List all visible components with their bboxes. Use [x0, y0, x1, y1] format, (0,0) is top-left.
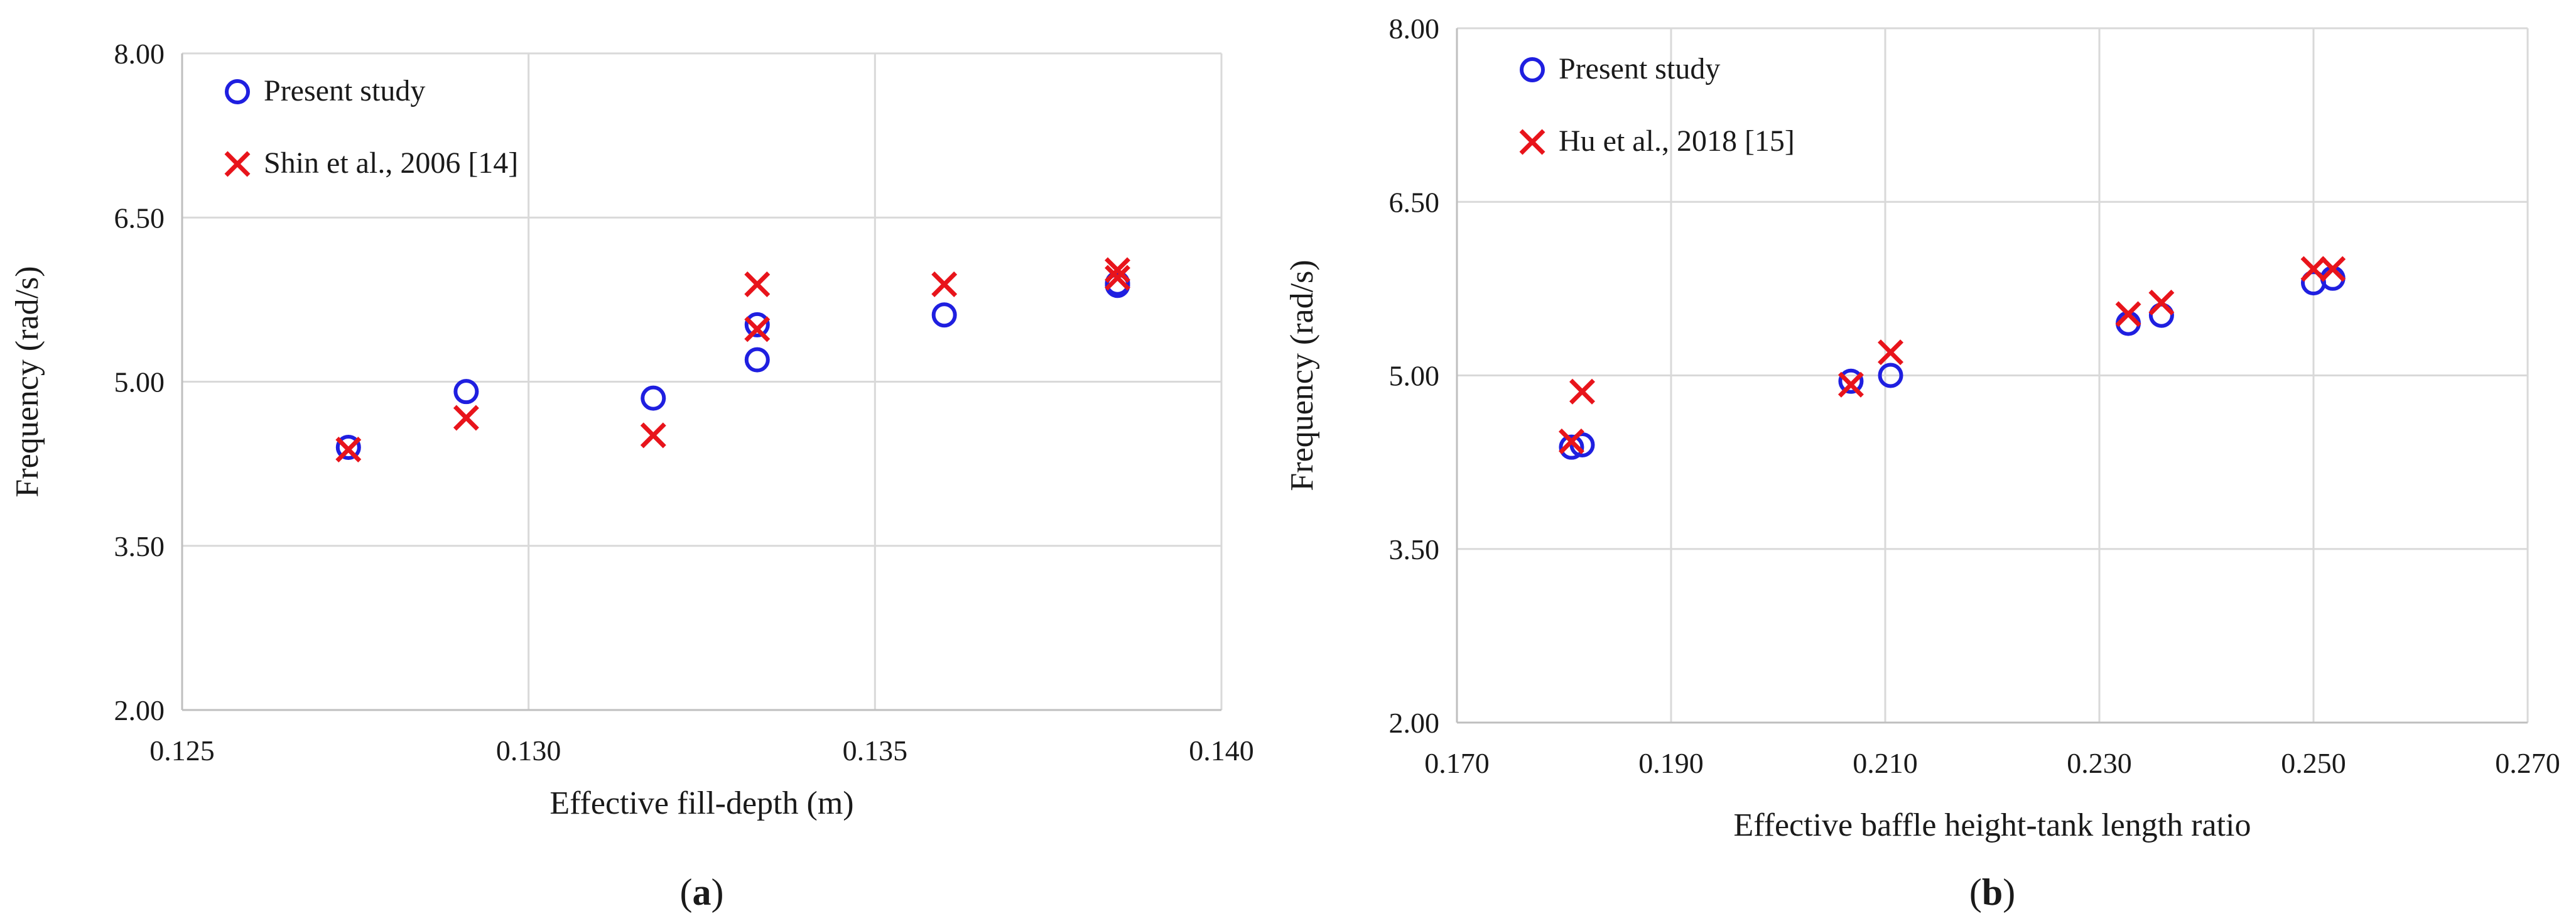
x-tick-label: 0.130 — [496, 735, 561, 767]
data-point-circle — [1569, 432, 1595, 457]
data-point-cross — [335, 437, 362, 462]
data-point-cross — [744, 271, 771, 297]
legend-entry: Shin et al., 2006 [14] — [224, 146, 518, 180]
legend-entry: Present study — [225, 74, 425, 107]
panel-label: (b) — [1969, 871, 2015, 913]
data-point-cross — [931, 271, 958, 297]
legend-label: Hu et al., 2018 [15] — [1559, 124, 1795, 158]
legend-label: Shin et al., 2006 [14] — [264, 146, 518, 180]
data-point-circle — [1520, 57, 1545, 82]
y-tick-label: 3.50 — [1389, 533, 1440, 565]
legend-label: Present study — [1559, 52, 1720, 85]
panel-label: (a) — [680, 871, 724, 913]
x-tick-label: 0.170 — [1424, 747, 1490, 779]
data-point-cross — [453, 405, 479, 431]
series-reference — [335, 257, 1130, 462]
data-point-cross — [1105, 265, 1130, 291]
chart-b: 0.170 0.190 0.210 0.230 0.250 0.270 2.00 3.50 5.… — [1284, 13, 2560, 913]
data-point-cross — [1878, 339, 1903, 366]
data-point-circle — [453, 379, 479, 405]
y-tick-label: 3.50 — [114, 530, 165, 562]
x-tick-label: 0.140 — [1189, 735, 1254, 767]
x-tick-label: 0.270 — [2495, 747, 2560, 779]
y-tick-label: 8.00 — [1389, 13, 1440, 45]
series-present-study — [1559, 265, 2346, 460]
data-point-cross — [1569, 378, 1595, 405]
x-tick-label: 0.190 — [1638, 747, 1704, 779]
x-tick-label: 0.210 — [1853, 747, 1918, 779]
data-point-cross — [1105, 257, 1130, 283]
y-axis-label: Frequency (rad/s) — [1284, 259, 1320, 491]
legend-label: Present study — [264, 74, 425, 107]
data-point-cross — [1519, 129, 1545, 155]
y-tick-label: 8.00 — [114, 38, 165, 70]
y-tick-label: 5.00 — [1389, 360, 1440, 392]
y-tick-label: 5.00 — [114, 366, 165, 398]
data-point-circle — [335, 435, 361, 460]
data-point-circle — [744, 347, 770, 373]
data-point-cross — [224, 151, 251, 177]
y-tick-label: 2.00 — [114, 694, 165, 726]
data-point-circle — [225, 79, 250, 104]
x-tick-label: 0.135 — [843, 735, 908, 767]
x-tick-label: 0.125 — [149, 735, 215, 767]
y-axis-label: Frequency (rad/s) — [9, 266, 45, 497]
y-tick-label: 2.00 — [1389, 707, 1440, 739]
data-point-circle — [744, 312, 770, 337]
y-tick-label: 6.50 — [1389, 186, 1440, 218]
chart-a: 0.125 0.130 0.135 0.140 2.00 3.50 5.00 6.50 8.00… — [9, 38, 1254, 913]
data-point-cross — [640, 422, 666, 449]
data-point-cross — [1558, 429, 1584, 454]
x-axis-label: Effective fill-depth (m) — [549, 785, 853, 821]
data-point-circle — [931, 302, 957, 328]
data-point-circle — [1878, 363, 1903, 388]
x-tick-label: 0.250 — [2281, 747, 2346, 779]
legend-entry: Hu et al., 2018 [15] — [1519, 124, 1795, 158]
data-point-circle — [1838, 368, 1864, 394]
x-axis-label: Effective baffle height-tank length rati… — [1734, 807, 2251, 843]
y-tick-label: 6.50 — [114, 202, 165, 234]
data-point-circle — [641, 385, 666, 411]
data-point-cross — [2148, 290, 2175, 315]
data-point-circle — [1559, 434, 1584, 460]
data-point-cross — [2320, 256, 2346, 282]
data-point-cross — [2300, 256, 2327, 282]
x-tick-label: 0.230 — [2067, 747, 2132, 779]
data-point-cross — [1837, 371, 1864, 398]
data-point-cross — [2115, 301, 2141, 327]
data-point-cross — [744, 316, 771, 342]
legend-entry: Present study — [1520, 52, 1720, 85]
series-reference — [1558, 256, 2346, 454]
